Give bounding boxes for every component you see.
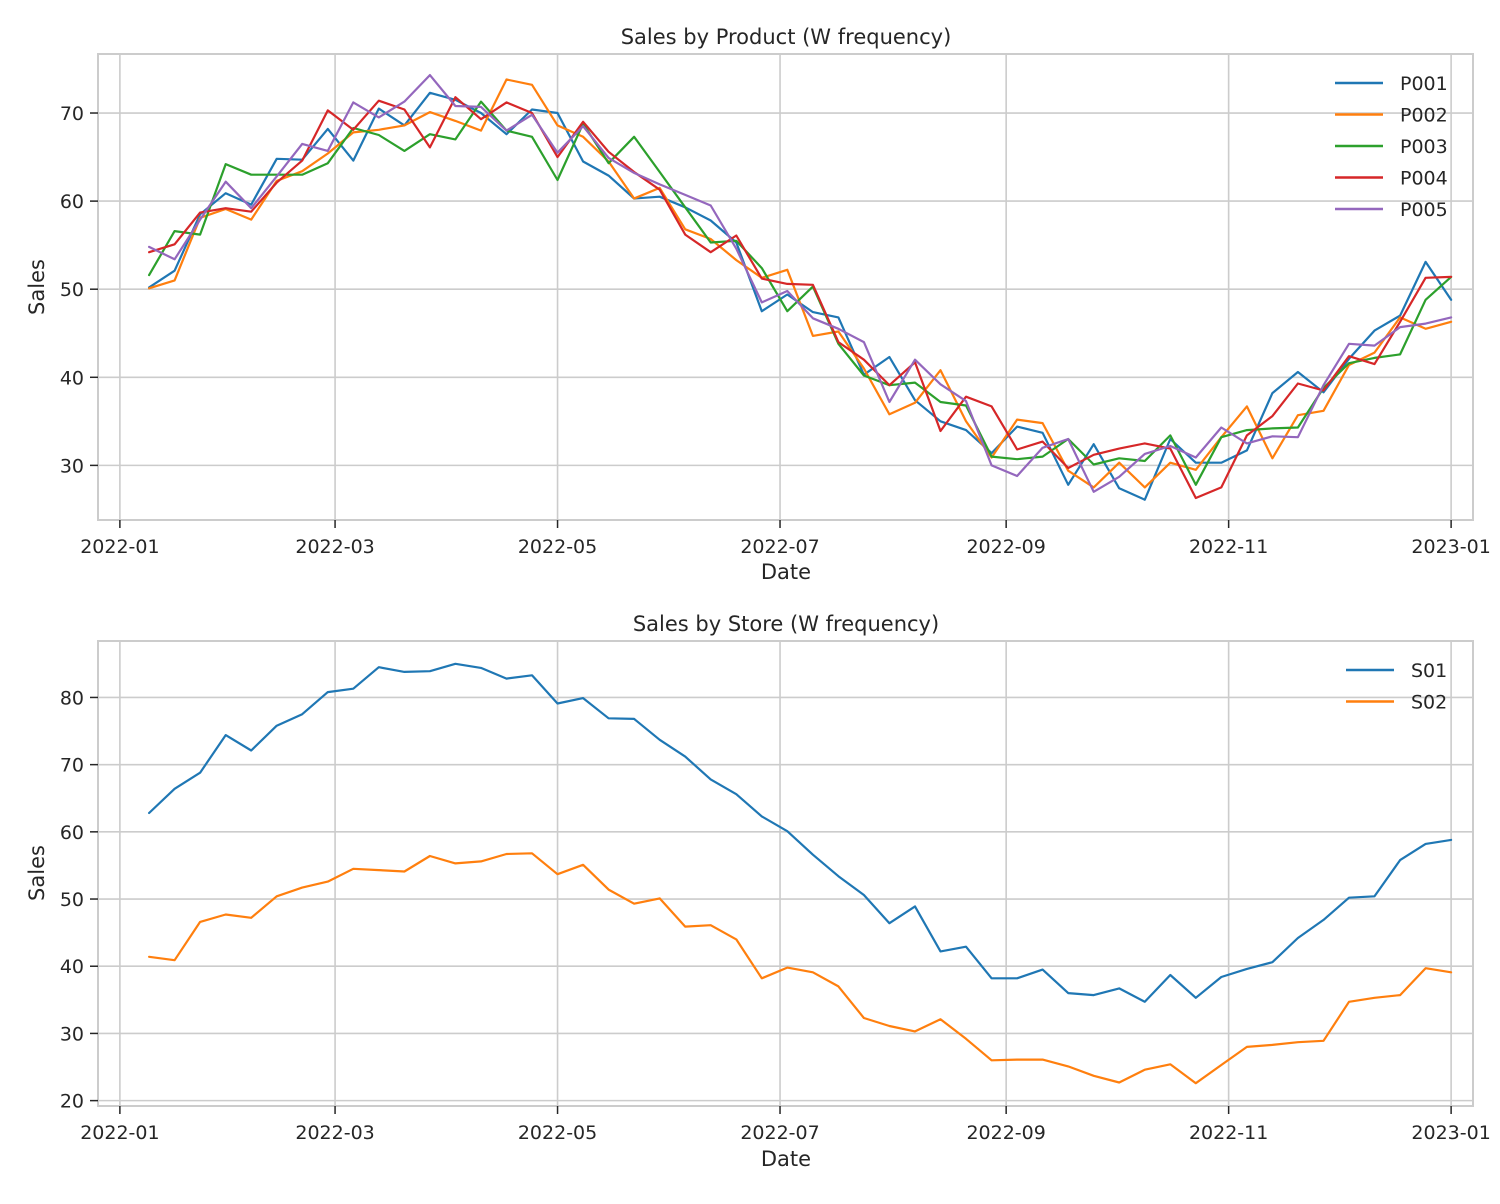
grid-lines	[98, 54, 1473, 520]
x-tick-label: 2022-03	[295, 1122, 374, 1144]
x-tick-label: 2022-05	[518, 536, 597, 558]
series-line-p004	[148, 96, 1453, 500]
axis-ticks: 2022-01 2022-03 2022-05 2022-07 2022-09 2022-…	[60, 103, 1491, 558]
series-line-p005	[148, 73, 1453, 493]
x-tick-label: 2022-11	[1189, 1122, 1268, 1144]
x-tick-label: 2022-01	[80, 536, 159, 558]
legend-label-p003: P003	[1400, 136, 1448, 158]
series-line-p001	[148, 91, 1453, 501]
x-tick-label: 2022-09	[966, 1122, 1045, 1144]
y-axis-label: Sales	[25, 845, 49, 901]
y-tick-label: 50	[60, 279, 84, 301]
y-tick-label: 20	[60, 1091, 84, 1113]
series-line-s02	[148, 852, 1453, 1085]
plot-frame	[97, 53, 1474, 521]
plot-frame	[97, 640, 1474, 1107]
x-tick-label: 2022-03	[295, 536, 374, 558]
x-tick-label: 2022-07	[740, 1122, 819, 1144]
legend-label-p001: P001	[1400, 73, 1448, 95]
legend-label-p002: P002	[1400, 105, 1448, 127]
series-lines	[148, 73, 1453, 501]
y-axis-label: Sales	[25, 259, 49, 315]
legend: P001 P002 P003 P004 P005	[1335, 73, 1448, 221]
legend-label-p005: P005	[1400, 199, 1448, 221]
x-tick-label: 2022-07	[740, 536, 819, 558]
y-tick-label: 80	[60, 687, 84, 709]
axis-ticks: 2022-01 2022-03 2022-05 2022-07 2022-09 2022-…	[60, 687, 1491, 1144]
y-tick-label: 60	[60, 191, 84, 213]
x-axis-label: Date	[761, 1147, 811, 1171]
series-line-s01	[148, 662, 1453, 1003]
legend-label-p004: P004	[1400, 168, 1448, 190]
y-tick-label: 70	[60, 103, 84, 125]
legend-label-s02: S02	[1411, 692, 1447, 714]
x-tick-label: 2022-05	[518, 1122, 597, 1144]
y-tick-label: 30	[60, 455, 84, 477]
y-tick-label: 70	[60, 755, 84, 777]
y-tick-label: 30	[60, 1023, 84, 1045]
x-tick-label: 2022-11	[1189, 536, 1268, 558]
chart-title: Sales by Store (W frequency)	[633, 612, 939, 636]
x-tick-label: 2023-01	[1411, 536, 1490, 558]
grid-lines	[98, 641, 1473, 1106]
legend-label-s01: S01	[1411, 660, 1447, 682]
y-tick-label: 40	[60, 367, 84, 389]
chart-panel-products: Sales by Product (W frequency) Date Sale…	[25, 25, 1491, 584]
y-tick-label: 50	[60, 889, 84, 911]
x-tick-label: 2022-09	[966, 536, 1045, 558]
x-tick-label: 2023-01	[1411, 1122, 1490, 1144]
x-axis-label: Date	[761, 560, 811, 584]
x-tick-label: 2022-01	[80, 1122, 159, 1144]
y-tick-label: 60	[60, 822, 84, 844]
series-lines	[148, 662, 1453, 1085]
chart-panel-stores: Sales by Store (W frequency) Date Sales …	[25, 612, 1491, 1171]
y-tick-label: 40	[60, 956, 84, 978]
chart-title: Sales by Product (W frequency)	[621, 25, 952, 49]
series-line-p003	[148, 100, 1453, 486]
